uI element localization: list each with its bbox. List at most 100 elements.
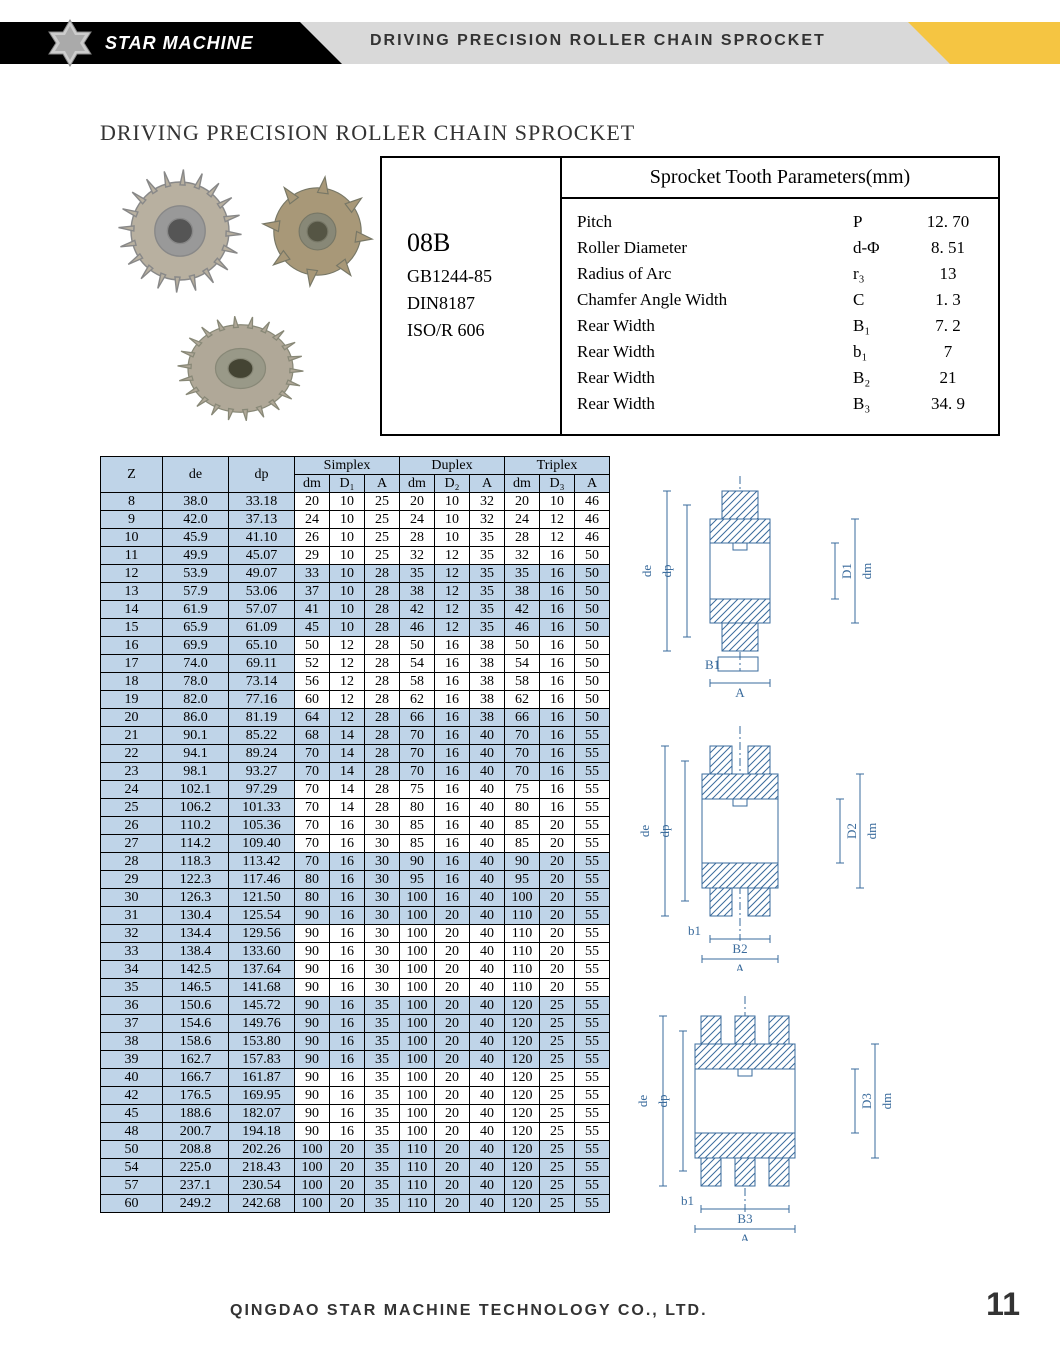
product-photos — [100, 156, 380, 436]
param-label: Chamfer Angle Width — [577, 290, 853, 310]
header-title: DRIVING PRECISION ROLLER CHAIN SPROCKET — [370, 32, 826, 50]
table-row: 36150.6145.7290163510020401202555 — [101, 997, 610, 1015]
sprocket-photo-3 — [168, 306, 313, 431]
page-header: STAR MACHINE DRIVING PRECISION ROLLER CH… — [0, 0, 1060, 80]
param-label: Rear Width — [577, 368, 853, 388]
standard-3: ISO/R 606 — [407, 320, 540, 341]
triplex-diagram: dedp dm D3 b1 B3 A — [625, 986, 925, 1241]
param-row: Rear WidthB₂21 — [562, 365, 998, 391]
diagram-column: dedpdmD1B1A dedpdmD2b1B2A dedpdmD3b1B3A — [620, 456, 1000, 1261]
param-symbol: B₃ — [853, 394, 913, 414]
param-value: 13 — [913, 264, 983, 284]
table-row: 54225.0218.43100203511020401202555 — [101, 1159, 610, 1177]
duplex-diagram: dedpdmD2b1B2A — [625, 716, 925, 971]
table-row: 50208.8202.26100203511020401202555 — [101, 1141, 610, 1159]
param-symbol: b₁ — [853, 342, 913, 362]
page-number: 11 — [986, 1286, 1020, 1323]
table-row: 1045.941.10261025281035281246 — [101, 529, 610, 547]
param-row: Roller Diameterd-Φ8. 51 — [562, 235, 998, 261]
brand-block: STAR MACHINE — [45, 18, 254, 68]
param-row: Rear Widthb₁7 — [562, 339, 998, 365]
svg-text:B2: B2 — [732, 941, 747, 956]
table-row: 26110.2105.36701630851640852055 — [101, 817, 610, 835]
param-symbol: d-Φ — [853, 238, 913, 258]
table-row: 838.033.18201025201032201046 — [101, 493, 610, 511]
table-row: 25106.2101.33701428801640801655 — [101, 799, 610, 817]
page-footer: QINGDAO STAR MACHINE TECHNOLOGY CO., LTD… — [0, 1271, 1060, 1343]
svg-text:b1: b1 — [681, 1193, 694, 1208]
table-row: 1461.957.07411028421235421650 — [101, 601, 610, 619]
svg-text:B3: B3 — [737, 1211, 752, 1226]
param-symbol: B₁ — [853, 316, 913, 336]
table-row: 57237.1230.54100203511020401202555 — [101, 1177, 610, 1195]
table-row: 1878.073.14561228581638581650 — [101, 673, 610, 691]
header-yellow-accent — [950, 22, 1060, 64]
svg-text:dm: dm — [879, 1093, 894, 1110]
svg-text:dp: dp — [655, 1095, 670, 1108]
table-row: 37154.6149.7690163510020401202555 — [101, 1015, 610, 1033]
param-value: 1. 3 — [913, 290, 983, 310]
svg-text:de: de — [639, 565, 654, 578]
table-row: 39162.7157.8390163510020401202555 — [101, 1051, 610, 1069]
svg-text:D1: D1 — [839, 563, 854, 579]
table-row: 29122.3117.46801630951640952055 — [101, 871, 610, 889]
param-symbol: C — [853, 290, 913, 310]
table-row: 28118.3113.42701630901640902055 — [101, 853, 610, 871]
table-row: 1253.949.07331028351235351650 — [101, 565, 610, 583]
dimension-table: ZdedpSimplexDuplexTriplexdmD₁AdmD₂AdmD₃A… — [100, 456, 610, 1213]
table-row: 1149.945.07291025321235321650 — [101, 547, 610, 565]
param-label: Roller Diameter — [577, 238, 853, 258]
dimension-table-wrap: ZdedpSimplexDuplexTriplexdmD₁AdmD₂AdmD₃A… — [100, 456, 610, 1261]
table-row: 1774.069.11521228541638541650 — [101, 655, 610, 673]
product-code: 08B — [407, 228, 540, 258]
param-value: 7. 2 — [913, 316, 983, 336]
table-row: 1982.077.16601228621638621650 — [101, 691, 610, 709]
svg-text:de: de — [635, 1095, 650, 1108]
table-row: 38158.6153.8090163510020401202555 — [101, 1033, 610, 1051]
param-label: Pitch — [577, 212, 853, 232]
svg-text:de: de — [637, 825, 652, 838]
table-row: 1669.965.10501228501638501650 — [101, 637, 610, 655]
param-value: 12. 70 — [913, 212, 983, 232]
param-value: 7 — [913, 342, 983, 362]
svg-text:dp: dp — [657, 825, 672, 838]
table-row: 48200.7194.1890163510020401202555 — [101, 1123, 610, 1141]
param-label: Radius of Arc — [577, 264, 853, 284]
table-row: 40166.7161.8790163510020401202555 — [101, 1069, 610, 1087]
svg-text:dp: dp — [659, 565, 674, 578]
params-list: PitchP12. 70Roller Diameterd-Φ8. 51Radiu… — [562, 199, 998, 434]
param-value: 8. 51 — [913, 238, 983, 258]
param-label: Rear Width — [577, 394, 853, 414]
param-symbol: r₃ — [853, 264, 913, 284]
table-row: 24102.197.29701428751640751655 — [101, 781, 610, 799]
sprocket-photo-2 — [260, 169, 375, 294]
param-label: Rear Width — [577, 316, 853, 336]
table-row: 33138.4133.6090163010020401102055 — [101, 943, 610, 961]
table-row: 2398.193.27701428701640701655 — [101, 763, 610, 781]
table-row: 2294.189.24701428701640701655 — [101, 745, 610, 763]
table-row: 27114.2109.40701630851640852055 — [101, 835, 610, 853]
svg-text:dm: dm — [864, 823, 879, 840]
table-row: 45188.6182.0790163510020401202555 — [101, 1105, 610, 1123]
sprocket-photo-1 — [105, 161, 255, 301]
standard-1: GB1244-85 — [407, 266, 540, 287]
svg-text:dm: dm — [859, 563, 874, 580]
table-row: 31130.4125.5490163010020401102055 — [101, 907, 610, 925]
table-row: 2190.185.22681428701640701655 — [101, 727, 610, 745]
param-row: PitchP12. 70 — [562, 209, 998, 235]
table-row: 30126.3121.5080163010016401002055 — [101, 889, 610, 907]
star-logo-icon — [45, 18, 95, 68]
table-row: 32134.4129.5690163010020401102055 — [101, 925, 610, 943]
table-row: 2086.081.19641228661638661650 — [101, 709, 610, 727]
spec-standards: 08B GB1244-85 DIN8187 ISO/R 606 — [382, 158, 562, 434]
param-symbol: B₂ — [853, 368, 913, 388]
param-row: Rear WidthB₁7. 2 — [562, 313, 998, 339]
svg-text:A: A — [740, 1231, 750, 1241]
spec-panel: 08B GB1244-85 DIN8187 ISO/R 606 Sprocket… — [380, 156, 1000, 436]
svg-text:D3: D3 — [859, 1093, 874, 1109]
param-label: Rear Width — [577, 342, 853, 362]
param-row: Chamfer Angle WidthC1. 3 — [562, 287, 998, 313]
param-value: 21 — [913, 368, 983, 388]
table-row: 1357.953.06371028381235381650 — [101, 583, 610, 601]
param-value: 34. 9 — [913, 394, 983, 414]
